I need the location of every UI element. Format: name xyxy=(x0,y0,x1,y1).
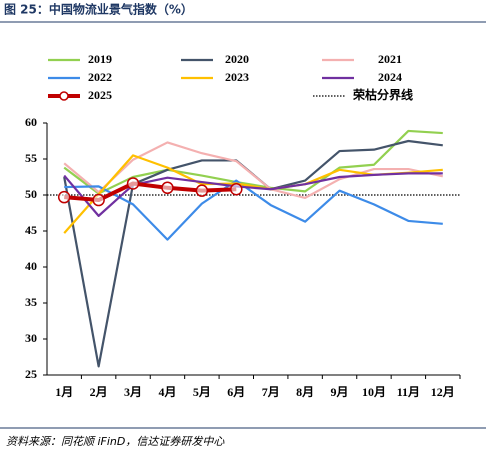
x-tick-label: 2月 xyxy=(90,385,108,399)
legend-label: 2024 xyxy=(378,70,402,84)
legend-label: 2021 xyxy=(378,52,402,66)
point-marker xyxy=(161,181,174,195)
y-tick-label: 50 xyxy=(25,187,37,201)
y-tick-label: 45 xyxy=(25,223,37,237)
y-tick-label: 25 xyxy=(25,367,37,381)
source: 资料来源：同花顺 iFinD，信达证券研发中心 xyxy=(6,435,225,448)
point-marker xyxy=(57,190,71,204)
x-tick-label: 10月 xyxy=(362,385,386,399)
y-tick-label: 40 xyxy=(25,259,37,273)
legend-label: 荣枯分界线 xyxy=(352,87,413,102)
y-tick-label: 60 xyxy=(25,115,37,129)
x-tick-label: 7月 xyxy=(262,385,280,399)
legend-label: 2023 xyxy=(225,70,249,84)
point-marker xyxy=(230,182,243,196)
series-line xyxy=(63,172,443,217)
point-marker xyxy=(92,193,105,207)
series-line xyxy=(63,129,443,195)
x-tick-label: 5月 xyxy=(193,385,211,399)
x-tick-label: 12月 xyxy=(431,385,455,399)
x-tick-label: 9月 xyxy=(331,385,349,399)
legend-label: 2019 xyxy=(88,52,112,66)
legend-marker xyxy=(59,91,69,101)
y-tick-label: 30 xyxy=(25,331,37,345)
point-marker xyxy=(126,177,140,190)
chart-title: 图 25：中国物流业景气指数（%） xyxy=(4,2,193,17)
series-line xyxy=(64,179,443,241)
point-marker xyxy=(195,184,209,197)
legend-label: 2020 xyxy=(225,52,249,66)
x-tick-label: 3月 xyxy=(124,385,142,399)
y-tick-label: 35 xyxy=(25,295,37,309)
x-tick-label: 8月 xyxy=(296,385,314,399)
x-tick-label: 11月 xyxy=(397,385,420,399)
x-tick-label: 4月 xyxy=(158,385,176,399)
x-tick-label: 1月 xyxy=(55,385,73,399)
x-tick-label: 6月 xyxy=(227,385,245,399)
legend-label: 2025 xyxy=(88,88,112,102)
legend-label: 2022 xyxy=(88,70,112,84)
series-line xyxy=(63,141,444,199)
y-tick-label: 55 xyxy=(25,151,37,165)
